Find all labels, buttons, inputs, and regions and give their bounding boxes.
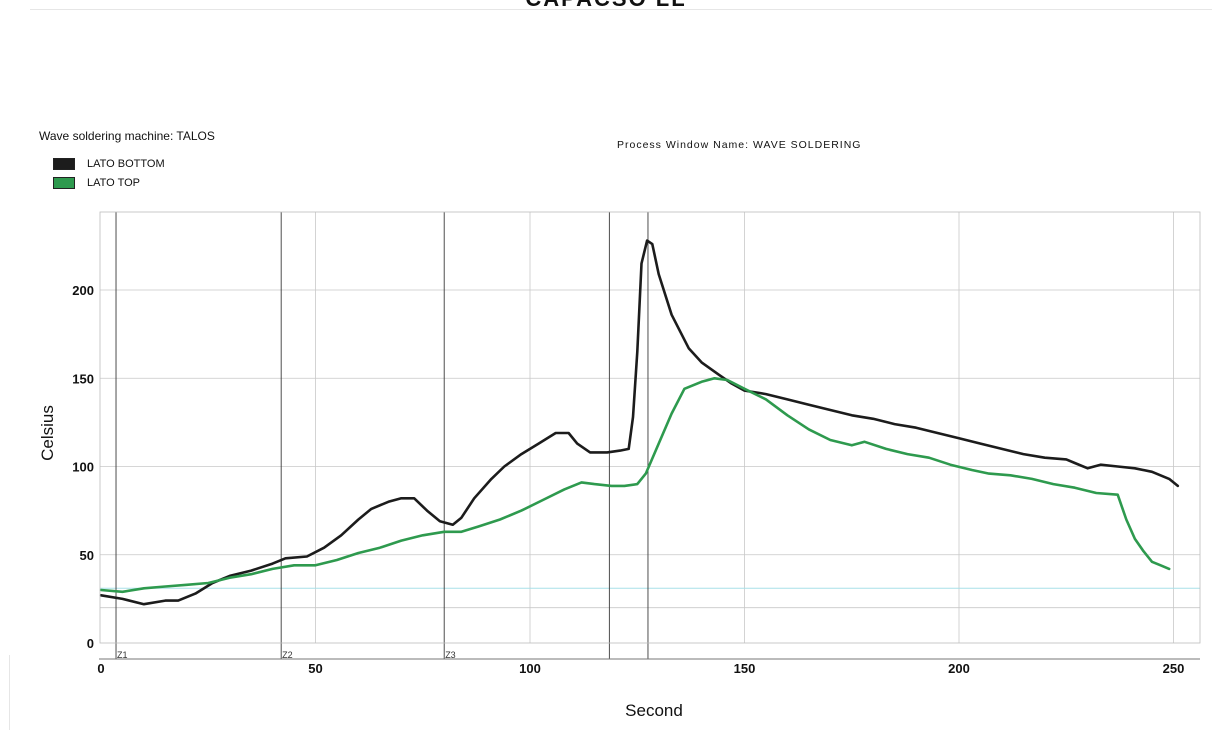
- y-axis-label: Celsius: [38, 405, 57, 461]
- machine-label: Wave soldering machine: TALOS: [39, 129, 215, 143]
- x-tick-label-100: 100: [519, 661, 541, 676]
- y-tick-label-200: 200: [72, 283, 94, 298]
- legend-swatch-top: [53, 177, 75, 189]
- series-line-lato-top: [99, 377, 1171, 594]
- plot-frame: [99, 211, 1201, 660]
- chart-grid: [100, 212, 1200, 643]
- x-tick-label-250: 250: [1163, 661, 1185, 676]
- x-tick-label-150: 150: [734, 661, 756, 676]
- y-tick-label-0: 0: [87, 636, 94, 651]
- legend-label-bottom: LATO BOTTOM: [87, 158, 165, 170]
- x-axis-label: Second: [625, 701, 683, 720]
- top-divider: [30, 9, 1212, 10]
- process-window-label: Process Window Name: WAVE SOLDERING: [617, 139, 862, 151]
- legend-swatch-bottom: [53, 158, 75, 170]
- zone-lines: Z1 Z2 Z3: [115, 212, 649, 660]
- plot-border: [99, 211, 1201, 644]
- left-margin-line: [9, 655, 10, 730]
- y-tick-label-150: 150: [72, 371, 94, 386]
- legend-item-bottom: LATO BOTTOM: [53, 157, 165, 171]
- y-tick-label-50: 50: [80, 548, 94, 563]
- document-title: CAPACSO LL: [0, 0, 1212, 12]
- y-tick-labels: 0 50 100 150 200: [72, 283, 94, 651]
- x-tick-labels: 0 50 100 150 200 250: [97, 661, 1184, 676]
- zone-label-z3: Z3: [445, 650, 456, 660]
- x-tick-label-50: 50: [308, 661, 322, 676]
- x-tick-label-0: 0: [97, 661, 104, 676]
- series-line-lato-bottom: [99, 239, 1180, 606]
- zone-label-z1: Z1: [117, 650, 128, 660]
- legend-label-top: LATO TOP: [87, 177, 140, 189]
- x-tick-label-200: 200: [948, 661, 970, 676]
- zone-label-z2: Z2: [282, 650, 293, 660]
- y-tick-label-100: 100: [72, 460, 94, 475]
- legend-item-top: LATO TOP: [53, 176, 140, 190]
- plot-lines: [99, 239, 1180, 606]
